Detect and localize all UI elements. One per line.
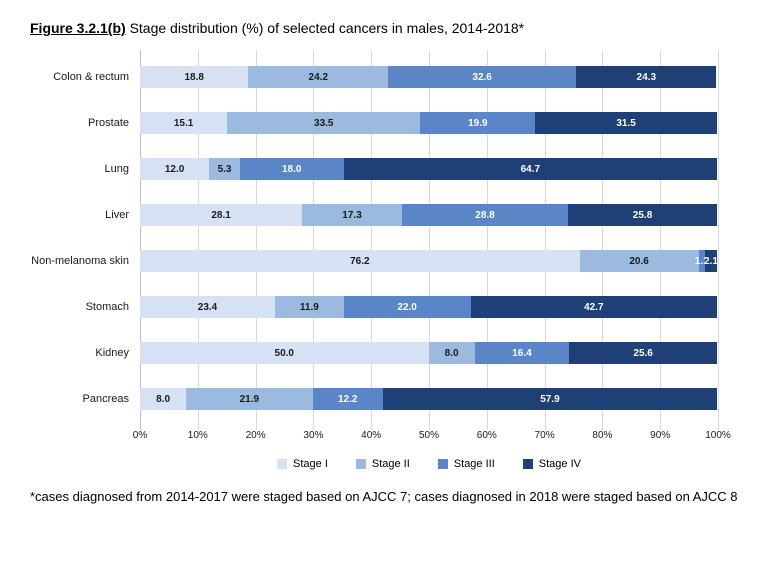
x-tick-label: 60% [477,430,497,441]
bar-row: Kidney50.08.016.425.6 [140,330,718,376]
category-label: Non-melanoma skin [30,255,135,267]
chart-title: Figure 3.2.1(b) Stage distribution (%) o… [30,20,738,36]
bar-row: Pancreas8.021.912.257.9 [140,376,718,422]
bar-segment: 32.6 [388,66,576,88]
bar-row: Liver28.117.328.825.8 [140,192,718,238]
bar-segment: 42.7 [471,296,717,318]
bar-rows: Colon & rectum18.824.232.624.3Prostate15… [140,54,718,422]
x-tick-label: 10% [188,430,208,441]
legend-swatch [356,459,366,469]
bar-row: Prostate15.133.519.931.5 [140,100,718,146]
legend-label: Stage IV [539,458,581,470]
bar-segment: 16.4 [475,342,570,364]
bar-segment: 24.3 [576,66,716,88]
stacked-bar: 18.824.232.624.3 [140,66,718,88]
x-axis: 0%10%20%30%40%50%60%70%80%90%100% [140,426,718,448]
legend-item: Stage IV [523,458,581,470]
bar-segment: 12.0 [140,158,209,180]
bar-segment: 28.1 [140,204,302,226]
gridline [718,50,719,430]
footnote: *cases diagnosed from 2014-2017 were sta… [30,488,738,506]
bar-segment: 15.1 [140,112,227,134]
bar-segment: 8.0 [429,342,475,364]
category-label: Colon & rectum [30,71,135,83]
bar-row: Lung12.05.318.064.7 [140,146,718,192]
legend-item: Stage II [356,458,410,470]
bar-segment: 18.8 [140,66,248,88]
bar-segment: 25.6 [569,342,717,364]
bar-segment: 31.5 [535,112,717,134]
bar-segment: 22.0 [344,296,471,318]
bar-segment: 24.2 [248,66,388,88]
bar-segment: 21.9 [186,388,312,410]
chart-area: Colon & rectum18.824.232.624.3Prostate15… [30,54,738,470]
stacked-bar: 28.117.328.825.8 [140,204,718,226]
bar-segment: 12.2 [313,388,383,410]
bar-segment: 25.8 [568,204,717,226]
category-label: Lung [30,163,135,175]
bar-segment: 50.0 [140,342,429,364]
legend-item: Stage III [438,458,495,470]
x-tick-label: 40% [361,430,381,441]
bar-segment: 11.9 [275,296,344,318]
x-tick-label: 50% [419,430,439,441]
stacked-bar: 12.05.318.064.7 [140,158,718,180]
category-label: Pancreas [30,393,135,405]
legend-item: Stage I [277,458,328,470]
bar-row: Stomach23.411.922.042.7 [140,284,718,330]
bar-segment: 64.7 [344,158,717,180]
bar-segment: 23.4 [140,296,275,318]
category-label: Prostate [30,117,135,129]
category-label: Liver [30,209,135,221]
bar-segment: 19.9 [420,112,535,134]
bar-segment: 28.8 [402,204,568,226]
bar-segment: 5.3 [209,158,240,180]
x-tick-label: 100% [705,430,731,441]
figure-label: Figure 3.2.1(b) [30,20,126,36]
legend: Stage I Stage II Stage III Stage IV [140,458,718,470]
stacked-bar: 23.411.922.042.7 [140,296,718,318]
bar-segment: 76.2 [140,250,580,272]
bar-segment: 2.1 [705,250,717,272]
x-tick-label: 0% [133,430,147,441]
legend-swatch [523,459,533,469]
legend-swatch [438,459,448,469]
bar-row: Colon & rectum18.824.232.624.3 [140,54,718,100]
legend-swatch [277,459,287,469]
stacked-bar: 50.08.016.425.6 [140,342,718,364]
bar-segment: 20.6 [580,250,699,272]
category-label: Stomach [30,301,135,313]
bar-segment: 18.0 [240,158,344,180]
stacked-bar: 76.220.61.12.1 [140,250,718,272]
bar-segment: 17.3 [302,204,402,226]
x-tick-label: 30% [303,430,323,441]
stacked-bar: 8.021.912.257.9 [140,388,718,410]
bar-segment: 33.5 [227,112,420,134]
x-tick-label: 20% [246,430,266,441]
legend-label: Stage III [454,458,495,470]
x-tick-label: 90% [650,430,670,441]
x-tick-label: 80% [592,430,612,441]
stacked-bar: 15.133.519.931.5 [140,112,718,134]
bar-segment: 57.9 [383,388,717,410]
figure-title-text: Stage distribution (%) of selected cance… [130,20,525,36]
bar-segment: 8.0 [140,388,186,410]
bar-row: Non-melanoma skin76.220.61.12.1 [140,238,718,284]
legend-label: Stage I [293,458,328,470]
legend-label: Stage II [372,458,410,470]
x-tick-label: 70% [535,430,555,441]
category-label: Kidney [30,347,135,359]
